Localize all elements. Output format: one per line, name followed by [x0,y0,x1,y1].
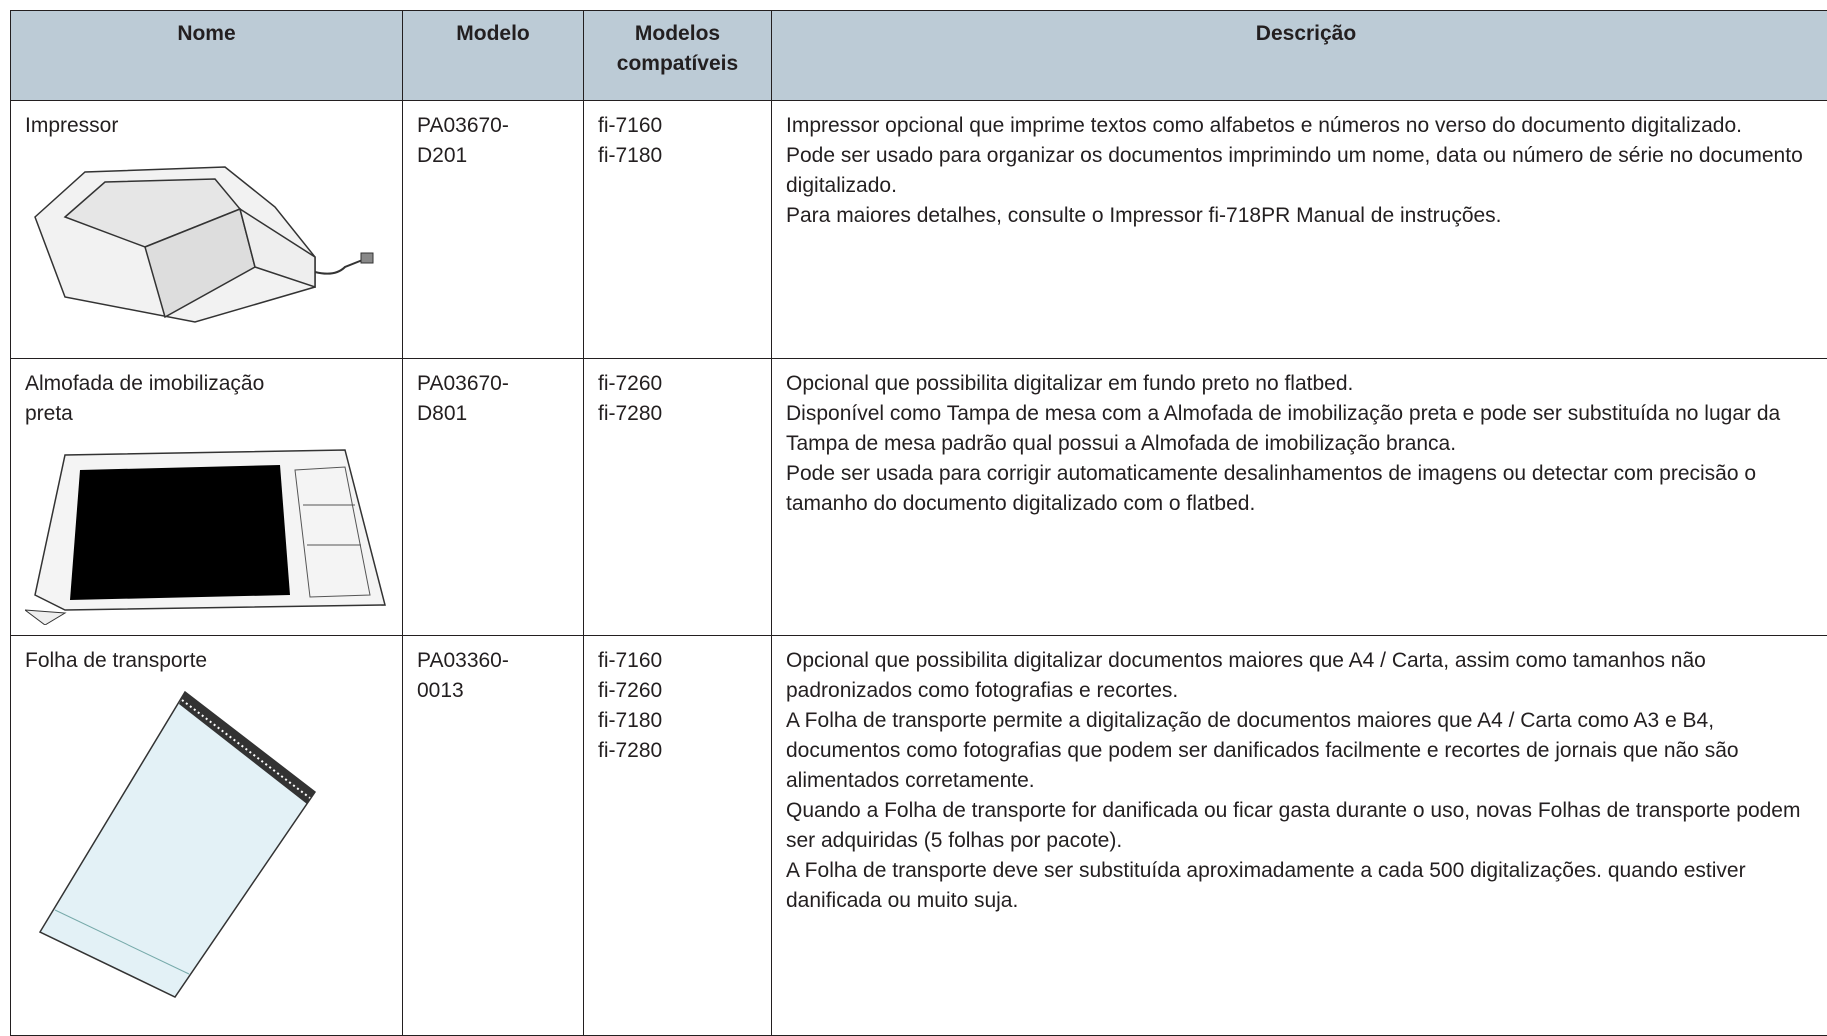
description-cell: Opcional que possibilita digitalizar doc… [772,636,1827,1036]
printer-illustration [25,147,385,327]
model-cell: PA03670-D201 [403,101,584,359]
line: 0013 [417,676,569,706]
line: fi-7280 [598,736,757,766]
paragraph: Impressor opcional que imprime textos co… [786,111,1826,141]
line: D801 [417,399,569,429]
line: fi-7260 [598,676,757,706]
header-cell: Nome [11,11,403,101]
paragraph: Para maiores detalhes, consulte o Impres… [786,201,1826,231]
paragraph: Opcional que possibilita digitalizar em … [786,369,1826,399]
header-cell: Modelo [403,11,584,101]
paragraph: Pode ser usada para corrigir automaticam… [786,459,1826,519]
description-cell: Impressor opcional que imprime textos co… [772,101,1827,359]
pad-illustration [25,435,395,625]
description-cell: Opcional que possibilita digitalizar em … [772,359,1827,636]
line: PA03670- [417,369,569,399]
line: fi-7160 [598,646,757,676]
name-cell: Folha de transporte [11,636,403,1036]
line: D201 [417,141,569,171]
model-cell: PA03670-D801 [403,359,584,636]
paragraph: Quando a Folha de transporte for danific… [786,796,1826,856]
line: Impressor [25,111,388,141]
line: preta [25,399,388,429]
paragraph: Pode ser usado para organizar os documen… [786,141,1826,201]
header-cell: Descrição [772,11,1827,101]
line: fi-7260 [598,369,757,399]
model-cell: PA03360-0013 [403,636,584,1036]
name-cell: Impressor [11,101,403,359]
line: fi-7280 [598,399,757,429]
header-cell: Modelos compatíveis [584,11,772,101]
paragraph: Disponível como Tampa de mesa com a Almo… [786,399,1826,459]
line: fi-7180 [598,141,757,171]
line: PA03360- [417,646,569,676]
line: fi-7160 [598,111,757,141]
line: Almofada de imobilização [25,369,388,399]
line: PA03670- [417,111,569,141]
line: Folha de transporte [25,646,388,676]
paragraph: A Folha de transporte permite a digitali… [786,706,1826,796]
paragraph: Opcional que possibilita digitalizar doc… [786,646,1826,706]
paragraph: A Folha de transporte deve ser substituí… [786,856,1826,916]
carrier-sheet-illustration [25,682,325,1002]
line: fi-7180 [598,706,757,736]
